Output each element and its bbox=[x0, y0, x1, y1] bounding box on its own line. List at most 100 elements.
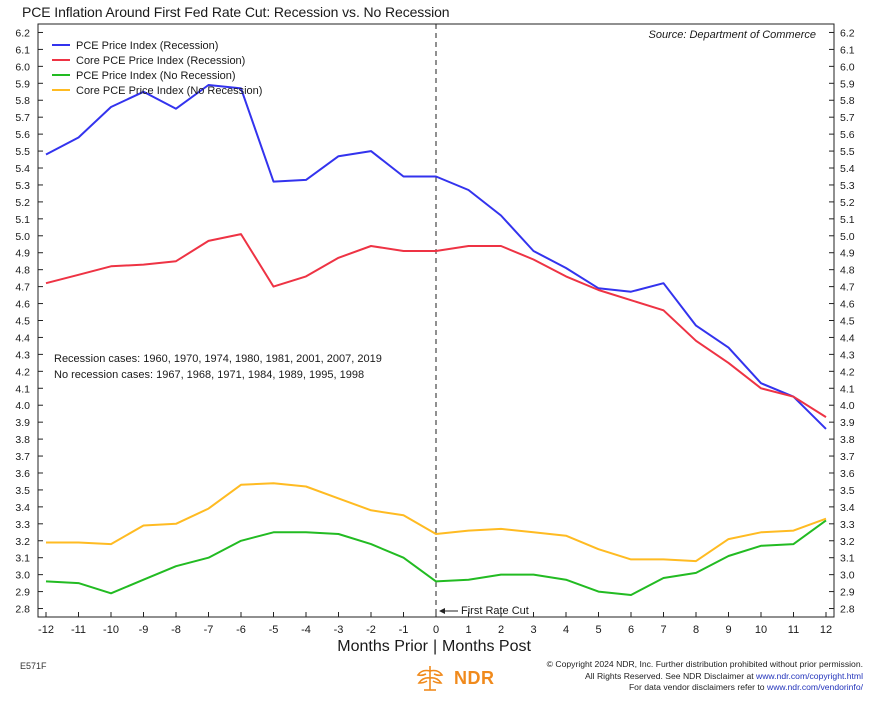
y-tick-label-left: 4.3 bbox=[15, 349, 30, 361]
y-tick-label-left: 5.4 bbox=[15, 163, 30, 175]
y-tick-label-right: 5.0 bbox=[840, 231, 855, 243]
x-tick-label: -2 bbox=[366, 624, 376, 636]
ndr-logo-text: NDR bbox=[454, 667, 495, 688]
copyright-line-3: For data vendor disclaimers refer to www… bbox=[547, 682, 863, 694]
axis-label-divider: | bbox=[433, 638, 438, 655]
y-tick-label-left: 3.2 bbox=[15, 536, 30, 548]
copyright-line-3-text: For data vendor disclaimers refer to bbox=[628, 682, 767, 693]
y-tick-label-left: 4.6 bbox=[15, 299, 30, 311]
chart-code: E571F bbox=[20, 661, 47, 671]
y-tick-label-left: 4.1 bbox=[15, 383, 30, 395]
y-tick-label-right: 4.3 bbox=[840, 349, 855, 361]
y-tick-label-left: 5.2 bbox=[15, 197, 30, 209]
copyright-block: © Copyright 2024 NDR, Inc. Further distr… bbox=[547, 659, 863, 694]
copyright-line-1: © Copyright 2024 NDR, Inc. Further distr… bbox=[546, 659, 863, 669]
y-tick-label-right: 5.7 bbox=[840, 112, 855, 124]
y-tick-label-left: 5.7 bbox=[15, 112, 30, 124]
x-tick-label: -10 bbox=[103, 624, 119, 636]
x-tick-label: -5 bbox=[269, 624, 279, 636]
y-tick-label-left: 5.8 bbox=[15, 95, 30, 107]
x-tick-label: -11 bbox=[71, 624, 86, 636]
y-tick-label-right: 4.9 bbox=[840, 248, 855, 260]
x-tick-label: -9 bbox=[139, 624, 149, 636]
ndr-logo: NDR bbox=[412, 663, 495, 693]
y-tick-label-right: 6.1 bbox=[840, 44, 855, 56]
x-tick-label: 5 bbox=[595, 624, 601, 636]
chart-svg: 2.8 2.9 3.0 3.1 3.2 3.3 3.4 3.5 3.6 3.7 3.8 3.9 4.0 4… bbox=[15, 23, 855, 636]
x-tick-label: 10 bbox=[755, 624, 767, 636]
y-tick-label-left: 5.1 bbox=[15, 214, 30, 226]
x-tick-label: -7 bbox=[204, 624, 214, 636]
y-tick-label-right: 5.2 bbox=[840, 197, 855, 209]
x-tick-label: -6 bbox=[236, 624, 246, 636]
y-tick-label-left: 5.9 bbox=[15, 78, 30, 90]
annotation-arrow-head bbox=[439, 608, 445, 614]
legend-label: Core PCE Price Index (Recession) bbox=[76, 55, 245, 67]
y-tick-label-right: 3.9 bbox=[840, 417, 855, 429]
y-tick-label-right: 5.1 bbox=[840, 214, 855, 226]
legend-label: Core PCE Price Index (No Recession) bbox=[76, 85, 262, 97]
y-tick-label-right: 5.6 bbox=[840, 129, 855, 141]
x-tick-label: -8 bbox=[171, 624, 181, 636]
y-tick-label-left: 4.0 bbox=[15, 400, 30, 412]
y-axis-left-labels: 2.8 2.9 3.0 3.1 3.2 3.3 3.4 3.5 3.6 3.7 3.8 3.9 4.0 4… bbox=[15, 27, 30, 615]
y-tick-label-left: 3.3 bbox=[15, 519, 30, 531]
y-tick-label-right: 3.6 bbox=[840, 468, 855, 480]
annotation-text: First Rate Cut bbox=[461, 605, 529, 617]
y-tick-label-left: 4.2 bbox=[15, 366, 30, 378]
x-tick-label: 8 bbox=[693, 624, 699, 636]
y-tick-label-left: 3.1 bbox=[15, 553, 30, 565]
x-tick-label: -4 bbox=[301, 624, 311, 636]
y-tick-label-right: 3.5 bbox=[840, 485, 855, 497]
y-tick-label-left: 6.0 bbox=[15, 61, 30, 73]
y-tick-label-left: 5.3 bbox=[15, 180, 30, 192]
chart-title: PCE Inflation Around First Fed Rate Cut:… bbox=[22, 4, 450, 20]
y-tick-label-right: 4.7 bbox=[840, 282, 855, 294]
y-tick-label-right: 2.9 bbox=[840, 587, 855, 599]
x-tick-label: -12 bbox=[38, 624, 54, 636]
series-line-2 bbox=[45, 233, 827, 418]
x-tick-label: 9 bbox=[725, 624, 731, 636]
copyright-line-2: All Rights Reserved. See NDR Disclaimer … bbox=[547, 671, 863, 683]
y-tick-label-right: 3.3 bbox=[840, 519, 855, 531]
y-tick-label-right: 3.1 bbox=[840, 553, 855, 565]
y-tick-label-right: 4.5 bbox=[840, 316, 855, 328]
y-tick-label-right: 3.7 bbox=[840, 451, 855, 463]
y-tick-label-left: 5.6 bbox=[15, 129, 30, 141]
y-tick-label-left: 3.6 bbox=[15, 468, 30, 480]
vendorinfo-link[interactable]: www.ndr.com/vendorinfo/ bbox=[766, 682, 863, 693]
y-tick-label-right: 3.8 bbox=[840, 434, 855, 446]
copyright-line-2-text: All Rights Reserved. See NDR Disclaimer … bbox=[585, 670, 757, 681]
recession-cases-note: Recession cases: 1960, 1970, 1974, 1980,… bbox=[54, 353, 382, 365]
y-tick-label-right: 5.8 bbox=[840, 95, 855, 107]
y-tick-label-left: 4.9 bbox=[15, 248, 30, 260]
y-tick-label-right: 5.3 bbox=[840, 180, 855, 192]
y-tick-label-right: 4.1 bbox=[840, 383, 855, 395]
x-tick-label: 6 bbox=[628, 624, 634, 636]
y-tick-label-right: 4.6 bbox=[840, 299, 855, 311]
legend-label: PCE Price Index (Recession) bbox=[76, 40, 218, 52]
y-tick-label-left: 4.5 bbox=[15, 316, 30, 328]
copyright-link[interactable]: www.ndr.com/copyright.html bbox=[756, 670, 863, 681]
series-line-4 bbox=[46, 482, 827, 563]
y-tick-label-right: 4.2 bbox=[840, 366, 855, 378]
x-tick-label: 7 bbox=[660, 624, 666, 636]
y-tick-label-right: 5.4 bbox=[840, 163, 855, 175]
x-tick-label: 12 bbox=[820, 624, 832, 636]
x-tick-label: 11 bbox=[788, 624, 799, 636]
y-axis-right-labels: 2.8 2.9 3.0 3.1 3.2 3.3 3.4 3.5 3.6 3.7 3.8 3.9 4.0 4… bbox=[840, 27, 855, 615]
y-tick-label-left: 6.2 bbox=[15, 27, 30, 39]
y-tick-label-left: 4.7 bbox=[15, 282, 30, 294]
months-prior-label: Months Prior bbox=[337, 638, 428, 655]
y-tick-label-left: 3.7 bbox=[15, 451, 30, 463]
x-tick-label: 1 bbox=[465, 624, 471, 636]
first-rate-cut-annotation: First Rate Cut bbox=[439, 605, 529, 617]
months-post-label: Months Post bbox=[442, 638, 531, 655]
y-tick-label-left: 4.4 bbox=[15, 332, 30, 344]
y-tick-label-right: 4.4 bbox=[840, 332, 855, 344]
y-tick-label-right: 6.2 bbox=[840, 27, 855, 39]
y-tick-label-right: 5.9 bbox=[840, 78, 855, 90]
y-tick-label-left: 3.5 bbox=[15, 485, 30, 497]
y-tick-label-right: 3.0 bbox=[840, 570, 855, 582]
series-lines bbox=[45, 84, 827, 596]
